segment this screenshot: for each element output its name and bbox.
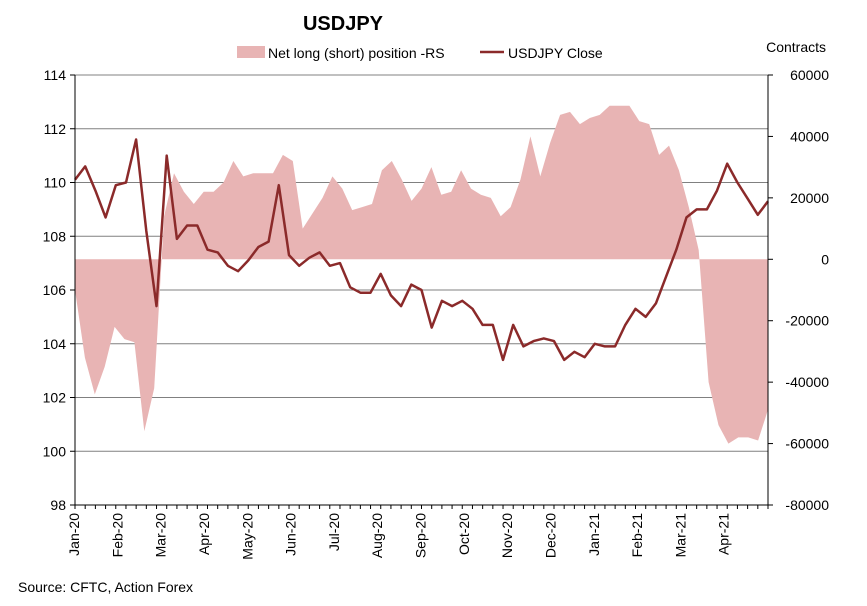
legend-area-swatch — [237, 46, 265, 58]
position-area-layer — [75, 105, 768, 444]
x-tick-label: Oct-20 — [456, 513, 472, 555]
x-tick-label: Jan-20 — [66, 513, 82, 556]
right-tick-label: -80000 — [785, 497, 829, 513]
x-tick-label: Mar-20 — [153, 513, 169, 558]
left-tick-label: 112 — [44, 121, 67, 137]
left-tick-label: 102 — [43, 390, 67, 406]
right-axis-ticks: -80000 -60000 -40000 -20000 0 20000 40000 60000 — [768, 67, 829, 513]
right-tick-label: 60000 — [790, 67, 829, 83]
x-tick-label: Jun-20 — [283, 513, 299, 556]
x-tick-label: Mar-21 — [672, 513, 688, 558]
right-tick-label: -20000 — [785, 313, 829, 329]
x-tick-label: Feb-21 — [629, 513, 645, 558]
x-tick-label: Sep-20 — [413, 513, 429, 558]
legend: Net long (short) position -RS USDJPY Clo… — [237, 45, 603, 61]
x-tick-label: Apr-20 — [196, 513, 212, 555]
right-tick-label: 20000 — [790, 190, 829, 206]
left-axis-ticks: 98 100 102 104 106 108 110 112 114 — [43, 67, 75, 513]
x-tick-label: May-20 — [239, 513, 255, 560]
grid-lines — [75, 74, 768, 452]
left-tick-label: 110 — [44, 175, 67, 191]
source-note: Source: CFTC, Action Forex — [18, 579, 193, 595]
left-tick-label: 114 — [44, 67, 67, 83]
left-tick-label: 104 — [43, 336, 67, 352]
right-tick-label: -40000 — [785, 374, 829, 390]
legend-line-label: USDJPY Close — [508, 45, 603, 61]
legend-area-label: Net long (short) position -RS — [268, 45, 445, 61]
x-tick-label: Feb-20 — [109, 513, 125, 558]
close-line-layer — [74, 138, 769, 362]
x-tick-label: Nov-20 — [499, 513, 515, 558]
x-tick-label: Jan-21 — [586, 513, 602, 556]
series-line-usdjpy-close — [74, 138, 769, 362]
right-tick-label: 40000 — [790, 128, 829, 144]
x-tick-label: Aug-20 — [369, 513, 385, 558]
x-axis-ticks: Jan-20 Feb-20 Mar-20 Apr-20 May-20 Jun-20 Jul-… — [66, 505, 769, 560]
right-tick-label: -60000 — [785, 436, 829, 452]
right-axis-unit: Contracts — [766, 39, 826, 55]
chart-title: USDJPY — [303, 13, 384, 35]
left-tick-label: 100 — [43, 443, 67, 459]
x-tick-label: Dec-20 — [542, 513, 558, 558]
left-tick-label: 108 — [43, 228, 67, 244]
series-area-net-position — [75, 105, 768, 444]
x-tick-label: Jul-20 — [326, 513, 342, 551]
right-tick-label: 0 — [821, 251, 829, 267]
x-tick-label: Apr-21 — [716, 513, 732, 555]
left-tick-label: 98 — [50, 497, 66, 513]
left-tick-label: 106 — [43, 282, 67, 298]
